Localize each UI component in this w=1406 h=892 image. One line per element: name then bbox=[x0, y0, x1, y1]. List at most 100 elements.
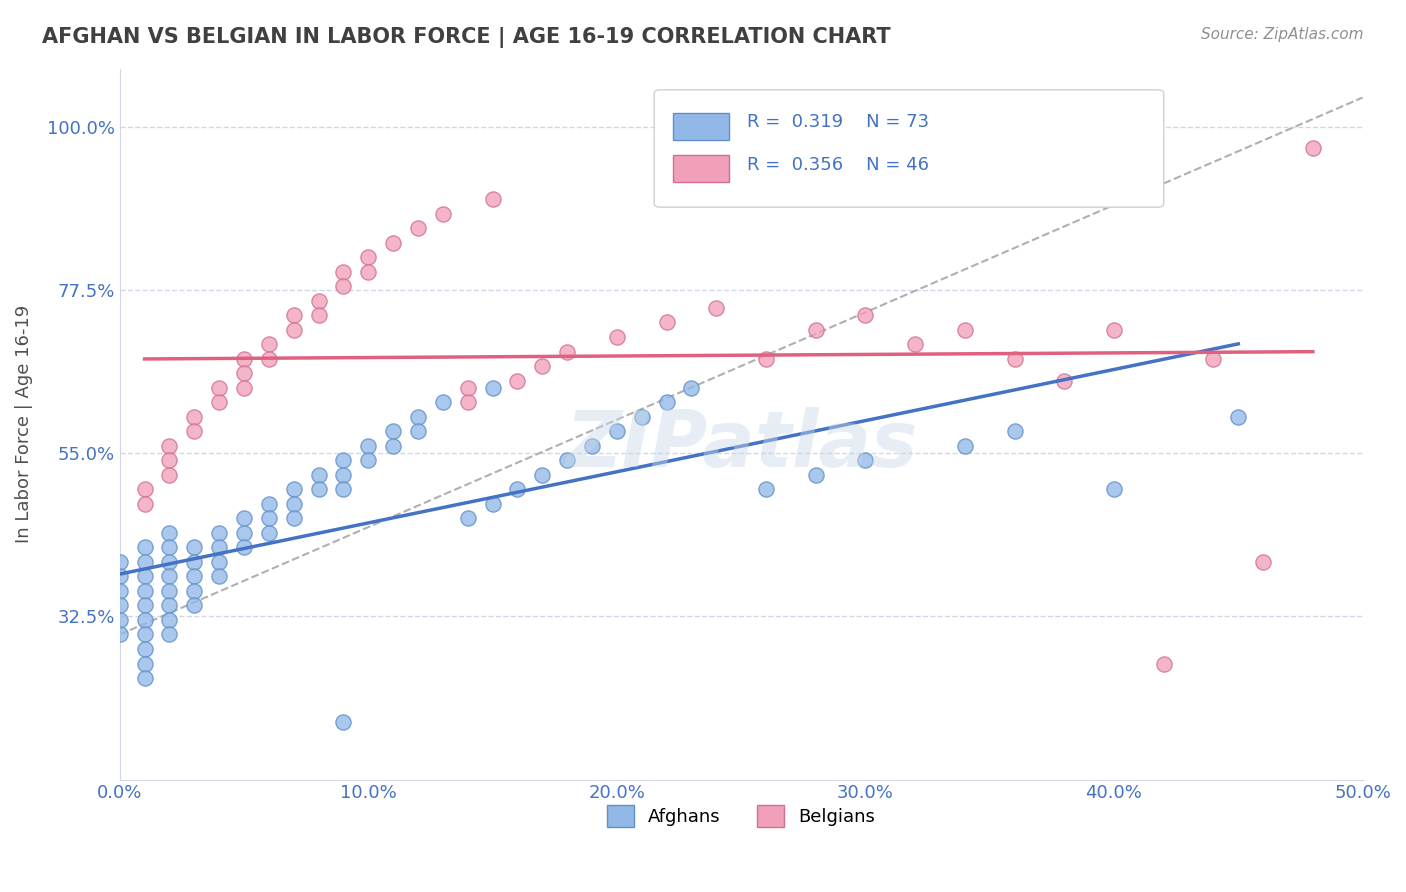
Point bbox=[134, 657, 156, 671]
Point bbox=[1251, 555, 1274, 569]
Point bbox=[332, 714, 354, 729]
Point bbox=[357, 453, 380, 467]
Text: AFGHAN VS BELGIAN IN LABOR FORCE | AGE 16-19 CORRELATION CHART: AFGHAN VS BELGIAN IN LABOR FORCE | AGE 1… bbox=[42, 27, 891, 48]
Point bbox=[159, 555, 181, 569]
Point bbox=[233, 381, 256, 395]
Point bbox=[1153, 657, 1175, 671]
Point bbox=[855, 453, 877, 467]
Point bbox=[208, 541, 231, 555]
Point bbox=[208, 555, 231, 569]
Point bbox=[159, 541, 181, 555]
Point bbox=[308, 467, 330, 482]
Point bbox=[506, 483, 529, 497]
Point bbox=[406, 409, 429, 424]
Point bbox=[134, 671, 156, 685]
Point bbox=[655, 316, 678, 330]
Point bbox=[283, 308, 305, 322]
Bar bbox=[673, 112, 728, 140]
Point bbox=[208, 525, 231, 540]
Point bbox=[855, 308, 877, 322]
Point bbox=[1202, 351, 1225, 366]
Point bbox=[183, 599, 205, 613]
Point bbox=[457, 395, 479, 409]
Point bbox=[1227, 409, 1250, 424]
Point bbox=[134, 497, 156, 511]
Point bbox=[904, 337, 927, 351]
Point bbox=[134, 483, 156, 497]
Point bbox=[531, 359, 554, 373]
Point bbox=[159, 467, 181, 482]
Point bbox=[183, 541, 205, 555]
Point bbox=[134, 613, 156, 627]
Point bbox=[457, 511, 479, 525]
Point bbox=[555, 344, 578, 359]
Point bbox=[308, 483, 330, 497]
Point bbox=[308, 308, 330, 322]
Point bbox=[233, 511, 256, 525]
Point bbox=[183, 409, 205, 424]
Point bbox=[308, 293, 330, 308]
Point bbox=[108, 627, 131, 641]
Point bbox=[506, 374, 529, 388]
Point bbox=[257, 525, 280, 540]
Text: R =  0.356    N = 46: R = 0.356 N = 46 bbox=[748, 155, 929, 174]
Point bbox=[804, 323, 827, 337]
Point bbox=[159, 569, 181, 583]
Point bbox=[283, 511, 305, 525]
Point bbox=[257, 511, 280, 525]
Point bbox=[134, 569, 156, 583]
Text: ZIPatlas: ZIPatlas bbox=[565, 408, 917, 483]
Point bbox=[406, 221, 429, 235]
Point bbox=[134, 541, 156, 555]
Point bbox=[357, 250, 380, 264]
Point bbox=[581, 439, 603, 453]
Point bbox=[108, 599, 131, 613]
Point bbox=[283, 323, 305, 337]
Point bbox=[606, 330, 628, 344]
Point bbox=[183, 584, 205, 599]
FancyBboxPatch shape bbox=[654, 90, 1164, 207]
Point bbox=[531, 467, 554, 482]
Point bbox=[108, 569, 131, 583]
Point bbox=[233, 366, 256, 380]
Text: Source: ZipAtlas.com: Source: ZipAtlas.com bbox=[1201, 27, 1364, 42]
Point bbox=[630, 409, 652, 424]
Y-axis label: In Labor Force | Age 16-19: In Labor Force | Age 16-19 bbox=[15, 305, 32, 543]
Point bbox=[159, 599, 181, 613]
Point bbox=[1053, 374, 1076, 388]
Point bbox=[108, 613, 131, 627]
Point bbox=[382, 439, 405, 453]
Point bbox=[481, 192, 503, 206]
Point bbox=[257, 351, 280, 366]
Point bbox=[134, 599, 156, 613]
Point bbox=[108, 584, 131, 599]
Point bbox=[357, 439, 380, 453]
Point bbox=[953, 323, 976, 337]
Point bbox=[332, 483, 354, 497]
Point bbox=[159, 525, 181, 540]
Point bbox=[681, 381, 703, 395]
Point bbox=[332, 453, 354, 467]
Point bbox=[1004, 425, 1026, 439]
Point bbox=[134, 642, 156, 657]
Point bbox=[208, 381, 231, 395]
Point bbox=[953, 439, 976, 453]
Point bbox=[208, 395, 231, 409]
Point bbox=[704, 301, 727, 315]
Point bbox=[183, 555, 205, 569]
Point bbox=[1102, 483, 1125, 497]
Text: R =  0.319    N = 73: R = 0.319 N = 73 bbox=[748, 113, 929, 131]
Point bbox=[382, 425, 405, 439]
Point bbox=[481, 381, 503, 395]
Point bbox=[159, 613, 181, 627]
Point bbox=[134, 555, 156, 569]
Point bbox=[233, 351, 256, 366]
Point bbox=[755, 483, 778, 497]
Point bbox=[283, 483, 305, 497]
Point bbox=[606, 425, 628, 439]
Point bbox=[159, 453, 181, 467]
Point bbox=[357, 265, 380, 279]
Point bbox=[655, 395, 678, 409]
Point bbox=[257, 337, 280, 351]
Point bbox=[233, 541, 256, 555]
